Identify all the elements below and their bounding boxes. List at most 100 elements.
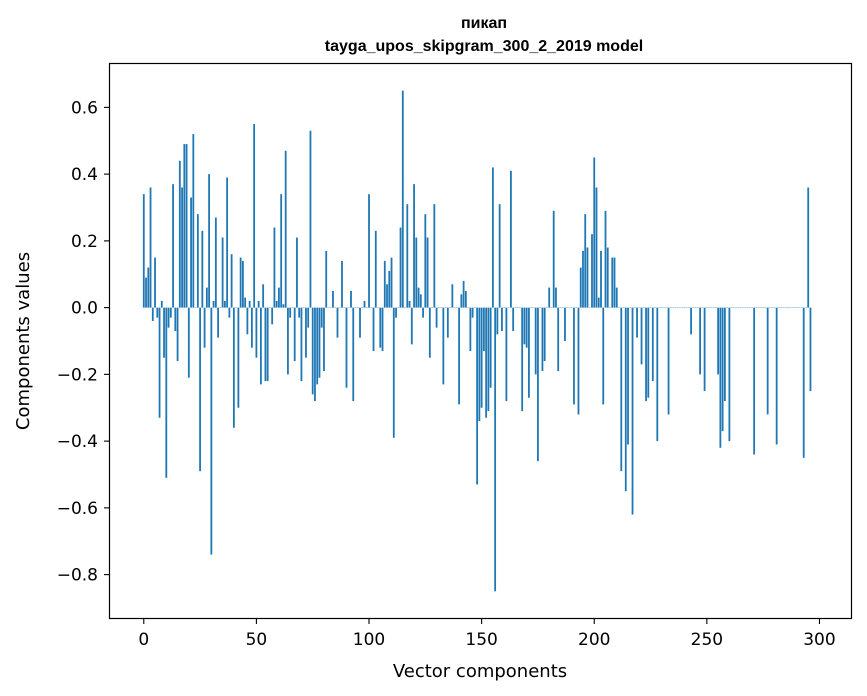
bar-168 (521, 307, 524, 412)
bar-164 (512, 307, 515, 331)
bar-49 (253, 124, 256, 308)
y-tick-label-7: 0.6 (71, 98, 98, 118)
bar-38 (228, 307, 231, 318)
bar-204 (602, 307, 605, 405)
bar-73 (307, 307, 310, 328)
chart-title-line-2: tayga_upos_skipgram_300_2_2019 model (325, 38, 643, 55)
bar-223 (645, 307, 647, 402)
bar-46 (246, 307, 249, 335)
bar-100 (368, 194, 370, 308)
bar-130 (435, 307, 438, 328)
bar-125 (424, 214, 427, 308)
y-tick-label-3: −0.2 (57, 365, 98, 385)
bar-37 (226, 177, 229, 308)
bar-182 (552, 210, 555, 308)
bar-79 (320, 307, 323, 328)
bar-271 (753, 307, 756, 455)
bar-36 (223, 300, 226, 308)
bar-161 (505, 307, 508, 402)
bar-80 (323, 307, 325, 372)
bar-24 (196, 214, 199, 308)
bar-228 (656, 307, 659, 442)
bar-110 (390, 257, 393, 308)
bar-70 (300, 307, 303, 382)
bar-76 (314, 307, 316, 402)
y-tick-label-1: −0.6 (57, 499, 98, 519)
bar-163 (510, 170, 512, 308)
bar-75 (311, 307, 314, 395)
bar-81 (325, 250, 328, 308)
bar-19 (185, 144, 188, 308)
bar-108 (386, 284, 388, 308)
bar-137 (451, 284, 454, 308)
bar-114 (399, 227, 402, 308)
bar-209 (613, 257, 616, 308)
bar-0 (142, 194, 145, 308)
bar-65 (289, 307, 292, 318)
bar-175 (537, 307, 539, 462)
bar-86 (336, 307, 339, 338)
bar-219 (636, 307, 638, 338)
bar-202 (597, 297, 600, 308)
bar-214 (624, 307, 627, 492)
bar-157 (496, 307, 499, 335)
bar-29 (208, 174, 210, 308)
bar-78 (318, 307, 321, 378)
bar-197 (586, 247, 589, 308)
bar-60 (278, 287, 280, 308)
bar-126 (426, 237, 429, 308)
bar-277 (766, 307, 769, 415)
bar-200 (593, 157, 596, 308)
bar-127 (428, 307, 431, 358)
bar-115 (401, 90, 404, 308)
bar-33 (217, 307, 220, 338)
bar-93 (352, 307, 355, 402)
bar-124 (422, 307, 424, 318)
bar-9 (163, 307, 165, 358)
bar-129 (433, 204, 436, 308)
bar-14 (174, 307, 177, 331)
x-tick-label-50: 50 (246, 630, 268, 650)
bar-63 (284, 150, 287, 308)
bar-258 (723, 307, 726, 402)
y-axis-ticks: −0.8 −0.6 −0.4 −0.2 0.0 0.2 0.4 0.6 (57, 98, 110, 586)
bar-169 (523, 307, 526, 345)
bar-224 (647, 307, 650, 398)
bar-205 (604, 210, 607, 308)
bar-98 (363, 300, 366, 308)
bar-194 (579, 267, 582, 308)
bar-4 (151, 307, 154, 321)
bar-13 (172, 184, 174, 308)
bar-5 (154, 257, 156, 308)
bar-119 (410, 307, 413, 345)
bar-1 (145, 277, 147, 308)
bar-180 (548, 287, 551, 308)
bar-32 (214, 217, 217, 308)
bar-series (142, 90, 812, 592)
bar-50 (255, 307, 258, 358)
bar-226 (651, 307, 654, 382)
bar-67 (293, 307, 296, 362)
bar-122 (417, 287, 420, 308)
bar-57 (271, 307, 274, 325)
bar-195 (582, 250, 584, 308)
bar-151 (482, 307, 485, 352)
bar-62 (282, 304, 285, 308)
bar-12 (169, 307, 172, 318)
bar-39 (230, 254, 233, 308)
bar-111 (392, 307, 395, 438)
bar-96 (359, 307, 361, 338)
bar-153 (487, 307, 490, 412)
bar-105 (379, 307, 382, 348)
bar-212 (620, 307, 623, 472)
bar-174 (534, 307, 537, 375)
bar-247 (699, 307, 701, 375)
bar-106 (381, 307, 384, 352)
bar-2 (147, 267, 150, 308)
bar-11 (167, 307, 170, 328)
bar-141 (460, 294, 463, 308)
bar-42 (237, 307, 240, 408)
y-axis-label: Components values (13, 252, 34, 430)
bar-217 (631, 307, 634, 515)
